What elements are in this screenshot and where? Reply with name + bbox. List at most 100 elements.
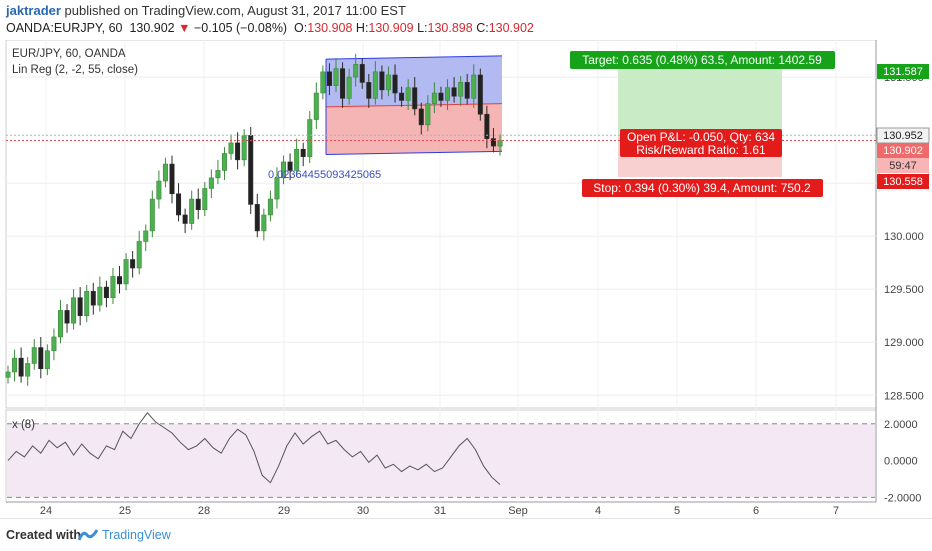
candle-body [425,103,431,126]
candle-body [431,92,437,104]
time-tick-label: Sep [508,505,528,517]
candle-body [235,142,241,161]
price-tick-label: 129.000 [884,337,924,349]
candles [5,53,503,386]
chart-header: jaktrader published on TradingView.com, … [0,0,932,40]
high-label: H: [355,21,369,35]
candle-body [451,87,457,97]
candle-body [176,193,182,216]
candle-body [399,92,405,101]
candle-body [248,135,254,205]
chart-area[interactable]: 131.500130.500130.000129.500129.000128.5… [0,40,932,518]
candle-body [5,371,11,378]
time-axis[interactable]: 24 25 28 29 30 31 Sep 4 5 6 7 [40,505,839,517]
price-tick-label: 128.500 [884,390,924,402]
candle-body [412,87,418,110]
candle-body [71,297,77,324]
position-zones [618,67,782,178]
stop-box[interactable] [582,179,823,197]
candle-body [274,177,280,200]
pnl-label: Open P&L: -0.050, Qty: 634 [627,130,775,144]
candle-body [221,153,227,171]
target-box[interactable] [570,51,835,69]
candle-body [103,286,109,299]
candle-body [340,68,346,99]
candle-body [241,135,247,161]
candle-body [346,76,352,99]
candle-body [418,108,424,126]
time-tick-label: 30 [357,505,369,517]
candle-body [182,214,188,224]
candle-body [84,291,90,317]
close-label: C: [476,21,489,35]
chart-legend-main: EUR/JPY, 60, OANDA [12,48,126,60]
candle-body [333,68,339,86]
osc-tick-label: -2.0000 [884,492,921,504]
oscillator-legend: x (8) [12,419,35,431]
publish-info: published on TradingView.com, August 31,… [64,3,406,18]
publish-line: jaktrader published on TradingView.com, … [6,3,406,18]
countdown-badge [877,158,929,173]
osc-band-fill [7,423,875,498]
candle-body [307,119,313,157]
candle-body [438,92,444,101]
candle-body [12,357,18,373]
candle-body [228,142,234,154]
candle-body [202,188,208,210]
candle-body [359,64,365,83]
pnl-box[interactable] [620,129,782,157]
time-tick-label: 5 [674,505,680,517]
time-tick-label: 6 [753,505,759,517]
candle-body [162,163,168,182]
time-tick-label: 31 [434,505,446,517]
candle-body [57,310,63,338]
candle-body [281,161,287,179]
oscillator [7,412,875,498]
candle-body [484,113,490,139]
candle-body [490,138,496,147]
tradingview-brand[interactable]: TradingView [102,528,171,542]
candle-body [385,74,391,91]
candle-body [379,71,385,91]
price-tick-label: 130.000 [884,231,924,243]
candle-body [208,177,214,189]
high-value: 130.909 [368,21,414,35]
open-value: 130.908 [307,21,353,35]
channel-lower-line [325,150,503,156]
candle-body [497,140,503,147]
candle-body [149,198,155,232]
time-tick-label: 4 [595,505,601,517]
price-change: −0.105 (−0.08%) [193,21,288,35]
candle-body [254,204,260,232]
author-link[interactable]: jaktrader [6,3,61,18]
risk-reward-label: Risk/Reward Ratio: 1.61 [636,143,766,157]
candle-body [477,74,483,115]
time-tick-label: 28 [198,505,210,517]
candle-body [90,291,96,306]
stop-price-text: 130.558 [883,176,923,188]
candle-body [445,87,451,101]
down-arrow-icon: ▼ [178,21,191,35]
last-price-badge [877,143,929,158]
stop-price-badge [877,174,929,189]
chart-legend-indicator: Lin Reg (2, -2, 55, close) [12,64,138,76]
osc-tick-label: 0.0000 [884,456,918,468]
candle-body [143,230,149,242]
candle-body [51,336,57,352]
candle-body [313,92,319,120]
candle-body [18,357,24,377]
symbol-line: OANDA:EURJPY, 60 130.902 ▼ −0.105 (−0.08… [6,21,534,35]
candle-body [261,214,267,232]
candle-body [353,64,359,78]
candle-body [294,148,300,171]
candle-body [169,163,175,195]
candle-body [77,297,83,317]
time-tick-label: 24 [40,505,52,517]
low-label: L: [417,21,428,35]
low-value: 130.898 [427,21,473,35]
channel-lower-fill [326,103,502,155]
stop-label: Stop: 0.394 (0.30%) 39.4, Amount: 750.2 [593,181,811,195]
price-tick-label: 129.500 [884,284,924,296]
candle-body [38,347,44,370]
candle-body [471,74,477,99]
